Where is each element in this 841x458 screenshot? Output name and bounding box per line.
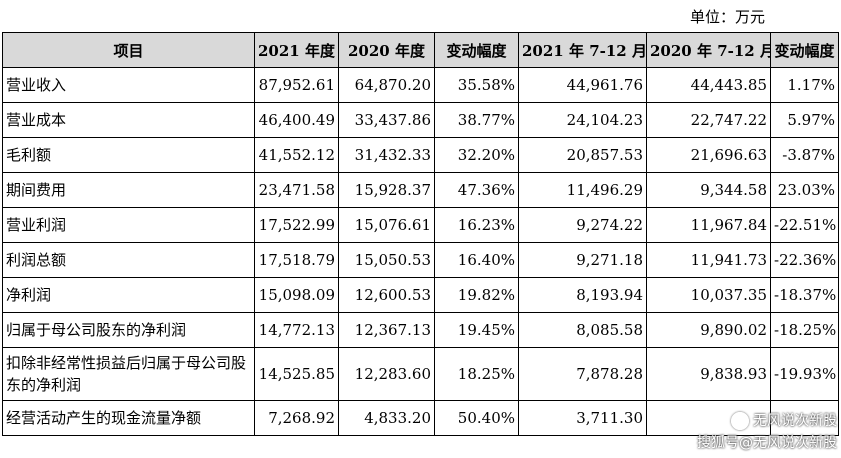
table-row: 经营活动产生的现金流量净额 7,268.92 4,833.20 50.40% 3,711…: [2, 400, 839, 436]
table-cell: 23,471.58: [254, 172, 339, 208]
table-cell: 44,443.85: [646, 67, 771, 103]
table-cell: 12,283.60: [338, 347, 435, 401]
table-row: 营业成本 46,400.49 33,437.86 38.77% 24,104.23 22,…: [2, 102, 839, 138]
column-header: 2020 年 7-12 月: [646, 32, 771, 68]
table-row: 营业收入 87,952.61 64,870.20 35.58% 44,961.76 44,…: [2, 67, 839, 103]
table-cell: 64,870.20: [338, 67, 435, 103]
table-cell: 21,696.63: [646, 137, 771, 173]
table-cell: 32.20%: [434, 137, 519, 173]
table-cell: 9,890.02: [646, 312, 771, 348]
watermark: 无风说次新股 搜狐号@无风说次新股: [697, 410, 837, 454]
table-cell: -18.37%: [770, 277, 839, 313]
unit-label: 单位：万元: [689, 8, 765, 26]
table-cell: 31,432.33: [338, 137, 435, 173]
row-label: 净利润: [2, 277, 255, 313]
table-cell: 3,711.30: [518, 400, 647, 436]
table-cell: 7,268.92: [254, 400, 339, 436]
column-header: 项目: [2, 32, 255, 68]
table-cell: 14,772.13: [254, 312, 339, 348]
row-label: 营业收入: [2, 67, 255, 103]
table-cell: 35.58%: [434, 67, 519, 103]
table-cell: 15,050.53: [338, 242, 435, 278]
table-cell: 9,344.58: [646, 172, 771, 208]
table-row: 净利润 15,098.09 12,600.53 19.82% 8,193.94 10,03…: [2, 277, 839, 313]
column-header: 2021 年度: [254, 32, 339, 68]
row-label: 经营活动产生的现金流量净额: [2, 400, 255, 436]
column-header: 2021 年 7-12 月: [518, 32, 647, 68]
table-cell: 11,967.84: [646, 207, 771, 243]
table-cell: 8,193.94: [518, 277, 647, 313]
table-cell: 15,098.09: [254, 277, 339, 313]
table-row: 扣除非经常性损益后归属于母公司股东的净利润 14,525.85 12,283.60 1…: [2, 347, 839, 401]
table-cell: 38.77%: [434, 102, 519, 138]
table-row: 利润总额 17,518.79 15,050.53 16.40% 9,271.18 11,9…: [2, 242, 839, 278]
row-label: 毛利额: [2, 137, 255, 173]
table-cell: 16.23%: [434, 207, 519, 243]
table-row: 营业利润 17,522.99 15,076.61 16.23% 9,274.22 11,9…: [2, 207, 839, 243]
table-cell: 47.36%: [434, 172, 519, 208]
table-cell: -22.51%: [770, 207, 839, 243]
row-label: 归属于母公司股东的净利润: [2, 312, 255, 348]
row-label: 期间费用: [2, 172, 255, 208]
table-cell: 18.25%: [434, 347, 519, 401]
table-cell: 10,037.35: [646, 277, 771, 313]
table-cell: 15,076.61: [338, 207, 435, 243]
table-cell: 87,952.61: [254, 67, 339, 103]
column-header: 2020 年度: [338, 32, 435, 68]
row-label: 利润总额: [2, 242, 255, 278]
table-cell: 50.40%: [434, 400, 519, 436]
table-cell: -19.93%: [770, 347, 839, 401]
table-cell: 19.82%: [434, 277, 519, 313]
table-cell: 23.03%: [770, 172, 839, 208]
table-cell: 24,104.23: [518, 102, 647, 138]
financial-table: 项目 2021 年度 2020 年度 变动幅度 2021 年 7-12 月 2020 年 …: [2, 32, 839, 436]
column-header: 变动幅度: [434, 32, 519, 68]
table-cell: 7,878.28: [518, 347, 647, 401]
table-cell: -3.87%: [770, 137, 839, 173]
table-cell: 1.17%: [770, 67, 839, 103]
watermark-line2: 搜狐号@无风说次新股: [697, 435, 837, 451]
table-cell: 9,271.18: [518, 242, 647, 278]
row-label: 扣除非经常性损益后归属于母公司股东的净利润: [2, 347, 255, 401]
table-cell: [770, 400, 839, 436]
table-cell: 33,437.86: [338, 102, 435, 138]
table-row: 期间费用 23,471.58 15,928.37 47.36% 11,496.29 9,3…: [2, 172, 839, 208]
table-header-row: 项目 2021 年度 2020 年度 变动幅度 2021 年 7-12 月 2020 年 …: [2, 32, 839, 68]
table-cell: -22.36%: [770, 242, 839, 278]
table-cell: 4,833.20: [338, 400, 435, 436]
table-cell: 12,600.53: [338, 277, 435, 313]
table-cell: 12,367.13: [338, 312, 435, 348]
table-cell: -18.25%: [770, 312, 839, 348]
wechat-logo-icon: [731, 412, 749, 430]
table-row: 毛利额 41,552.12 31,432.33 32.20% 20,857.53 21,6…: [2, 137, 839, 173]
row-label: 营业利润: [2, 207, 255, 243]
table-cell: 19.45%: [434, 312, 519, 348]
table-cell: 11,941.73: [646, 242, 771, 278]
table-cell: 15,928.37: [338, 172, 435, 208]
table-cell: 22,747.22: [646, 102, 771, 138]
table-cell: 17,518.79: [254, 242, 339, 278]
table-row: 归属于母公司股东的净利润 14,772.13 12,367.13 19.45% 8,08…: [2, 312, 839, 348]
table-cell: 41,552.12: [254, 137, 339, 173]
table-cell: 14,525.85: [254, 347, 339, 401]
table-cell: 8,085.58: [518, 312, 647, 348]
table-cell: 11,496.29: [518, 172, 647, 208]
watermark-line1: 无风说次新股: [753, 413, 837, 429]
table-cell: 9,838.93: [646, 347, 771, 401]
table-cell: 5.97%: [770, 102, 839, 138]
table-cell: 46,400.49: [254, 102, 339, 138]
table-cell: 9,274.22: [518, 207, 647, 243]
table-cell: 17,522.99: [254, 207, 339, 243]
row-label: 营业成本: [2, 102, 255, 138]
table-cell: 44,961.76: [518, 67, 647, 103]
table-cell: 20,857.53: [518, 137, 647, 173]
table-cell: 16.40%: [434, 242, 519, 278]
column-header: 变动幅度: [770, 32, 839, 68]
